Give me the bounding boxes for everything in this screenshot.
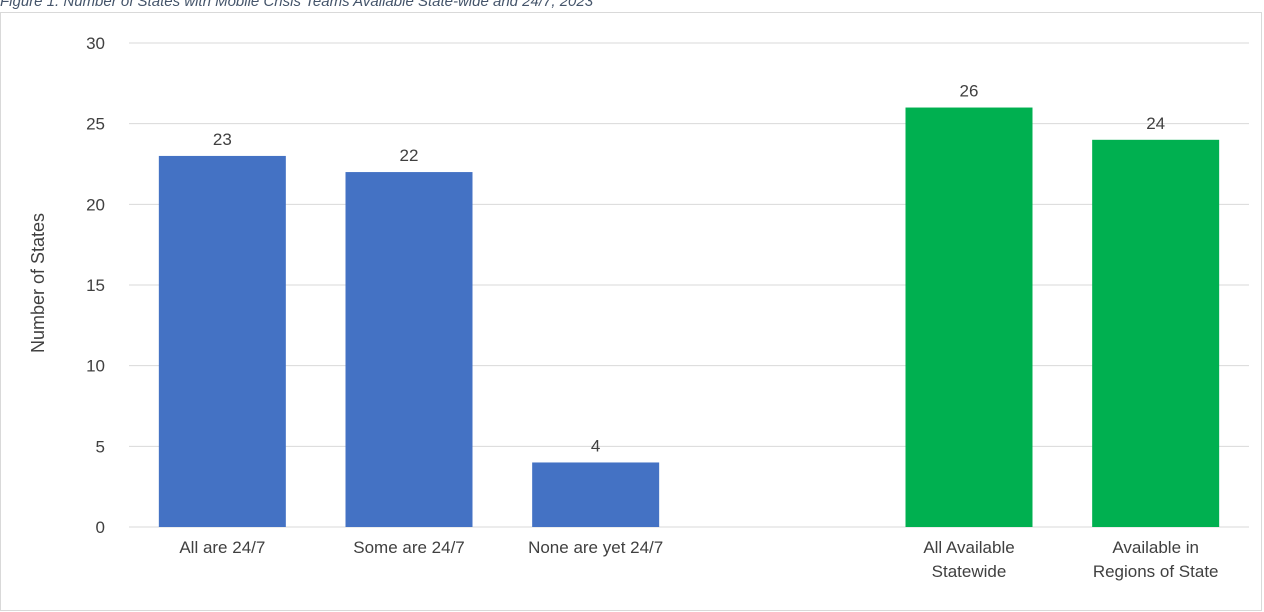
bar-chart: 0 5 10 15 20 25 30 23 22 4 26 24 All are 24/7 Some … xyxy=(28,34,1249,581)
data-label: 4 xyxy=(591,436,600,455)
x-tick-label: All are 24/7 xyxy=(179,538,265,557)
x-tick-label: Regions of State xyxy=(1093,562,1219,581)
gridlines xyxy=(129,42,1249,528)
bar xyxy=(345,172,473,528)
x-tick-label: All Available xyxy=(923,538,1014,557)
data-label: 24 xyxy=(1146,114,1165,133)
y-axis-ticks: 0 5 10 15 20 25 30 xyxy=(86,34,105,537)
data-label: 26 xyxy=(960,82,979,101)
y-tick-label: 15 xyxy=(86,276,105,295)
y-tick-label: 10 xyxy=(86,357,105,376)
bar xyxy=(905,107,1033,528)
x-tick-label: Available in xyxy=(1112,538,1199,557)
y-tick-label: 25 xyxy=(86,115,105,134)
data-label: 23 xyxy=(213,130,232,149)
y-axis-label: Number of States xyxy=(28,213,48,353)
x-tick-label: None are yet 24/7 xyxy=(528,538,663,557)
bar xyxy=(532,462,660,527)
x-tick-label: Statewide xyxy=(932,562,1007,581)
chart-area: 0 5 10 15 20 25 30 23 22 4 26 24 All are 24/7 Some … xyxy=(0,12,1262,611)
data-label: 22 xyxy=(400,146,419,165)
y-tick-label: 0 xyxy=(96,518,105,537)
bar xyxy=(1092,139,1220,528)
bar xyxy=(158,155,286,527)
figure-title: Figure 1. Number of States with Mobile C… xyxy=(0,0,594,10)
y-tick-label: 5 xyxy=(96,437,105,456)
data-labels: 23 22 4 26 24 xyxy=(213,82,1165,456)
y-tick-label: 20 xyxy=(86,195,105,214)
x-tick-label: Some are 24/7 xyxy=(353,538,465,557)
bars xyxy=(158,107,1220,528)
y-tick-label: 30 xyxy=(86,34,105,53)
x-axis-ticks: All are 24/7 Some are 24/7 None are yet 24… xyxy=(179,538,1218,581)
